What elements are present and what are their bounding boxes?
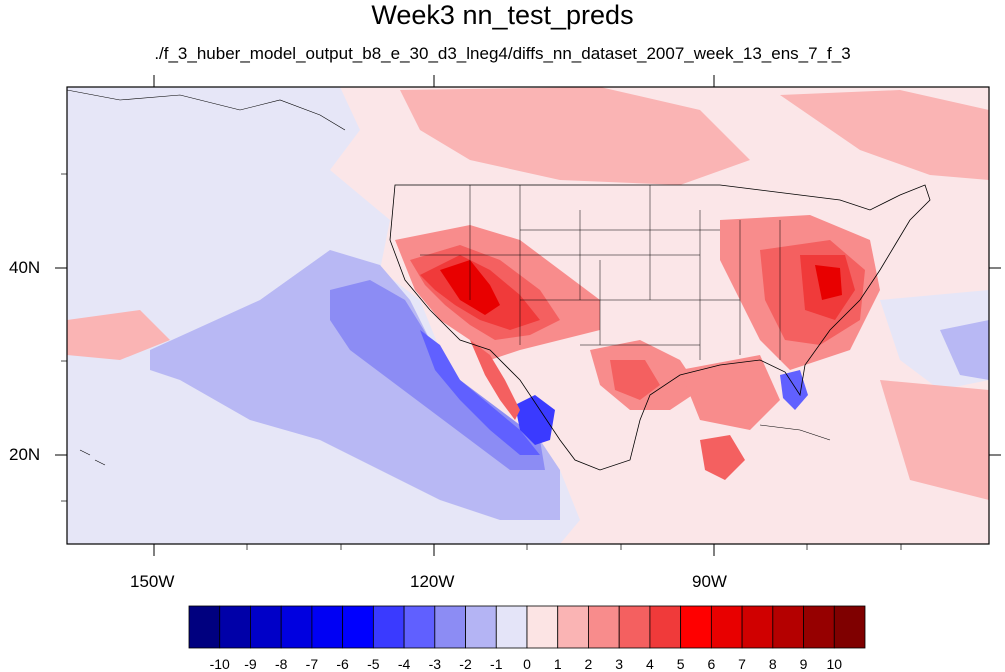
colorbar-box xyxy=(250,605,282,649)
axis-ticks xyxy=(55,75,1001,556)
colorbar-tick-label: 5 xyxy=(676,656,685,672)
colorbar-tick-label: 1 xyxy=(553,656,562,672)
state-borders xyxy=(420,185,781,360)
contour-field xyxy=(67,87,989,544)
colorbar-box xyxy=(557,605,589,649)
colorbar-box xyxy=(342,605,374,649)
colorbar-box xyxy=(710,605,743,649)
colorbar-box xyxy=(618,605,651,649)
lat-label-40n: 40N xyxy=(9,258,41,277)
colorbar-tick-label: 7 xyxy=(738,656,746,672)
figure-title: Week3 nn_test_preds xyxy=(371,0,634,30)
lon-label-120w: 120W xyxy=(410,572,455,591)
colorbar-tick-label: -5 xyxy=(367,656,380,672)
eastern-us-positive-4 xyxy=(815,265,842,300)
central-atlantic-positive xyxy=(880,380,989,500)
alaska-coast xyxy=(67,89,346,131)
colorbar-box xyxy=(280,605,313,649)
lon-label-90w: 90W xyxy=(692,572,727,591)
cuba xyxy=(759,424,831,441)
colorbar-box xyxy=(649,605,682,649)
colorbar-box xyxy=(833,605,866,649)
lat-label-20n: 20N xyxy=(9,445,41,464)
colorbar-tick-label: -2 xyxy=(459,656,472,672)
baja-positive xyxy=(470,340,520,420)
hawaii xyxy=(79,449,106,466)
colorbar-box xyxy=(188,605,221,649)
minor-ticks xyxy=(61,173,902,550)
colorbar-tick-label: -7 xyxy=(305,656,319,672)
lon-label-150w: 150W xyxy=(130,572,175,591)
gulf-positive xyxy=(680,355,780,430)
colorbar-box xyxy=(680,605,712,649)
colorbar-tick-label: 2 xyxy=(584,656,593,672)
colorbar-tick-label: 10 xyxy=(826,656,843,672)
colorbar-tick-label: -6 xyxy=(336,656,349,672)
colorbar-box xyxy=(741,605,774,649)
colorbar-tick-label: -8 xyxy=(274,656,288,672)
colorbar-tick-label: -10 xyxy=(209,656,230,672)
north-america-coastline xyxy=(389,184,931,471)
colorbar-box xyxy=(495,605,528,649)
colorbar-box xyxy=(772,605,804,649)
colorbar-tick-label: -4 xyxy=(397,656,411,672)
northeast-canada-positive xyxy=(780,90,989,180)
colorbar-tick-label: -9 xyxy=(244,656,257,672)
florida-negative xyxy=(780,370,808,410)
colorbar-box xyxy=(403,605,436,649)
north-pacific-slight-negative xyxy=(67,87,320,240)
east-pacific-positive xyxy=(67,310,170,360)
colorbar-box xyxy=(588,605,620,649)
colorbar-tick-label: 3 xyxy=(615,656,624,672)
colorbar-box xyxy=(465,605,497,649)
colorbar-box xyxy=(219,605,251,649)
canada-positive xyxy=(400,87,750,185)
colorbar-box xyxy=(311,605,344,649)
colorbar-tick-label: 8 xyxy=(768,656,777,672)
colorbar-tick-label: 9 xyxy=(799,656,808,672)
colorbar-box xyxy=(372,605,405,649)
figure-subtitle: ./f_3_huber_model_output_b8_e_30_d3_lneg… xyxy=(154,44,851,63)
colorbar-tick-label: -1 xyxy=(490,656,503,672)
colorbar xyxy=(188,605,866,649)
texas-positive-core xyxy=(610,360,660,400)
plot-border xyxy=(66,86,990,545)
colorbar-box xyxy=(803,605,835,649)
pacific-negative-3 xyxy=(420,330,540,455)
gulf-california-negative xyxy=(515,395,555,445)
colorbar-box xyxy=(526,605,559,649)
caribbean-positive xyxy=(700,435,745,480)
colorbar-tick-label: -3 xyxy=(428,656,442,672)
colorbar-tick-label: 6 xyxy=(707,656,716,672)
atlantic-negative xyxy=(940,320,989,380)
colorbar-tick-label: 4 xyxy=(646,656,654,672)
colorbar-box xyxy=(434,605,466,649)
colorbar-tick-label: 0 xyxy=(523,656,531,672)
pacific-negative-1 xyxy=(150,250,560,520)
